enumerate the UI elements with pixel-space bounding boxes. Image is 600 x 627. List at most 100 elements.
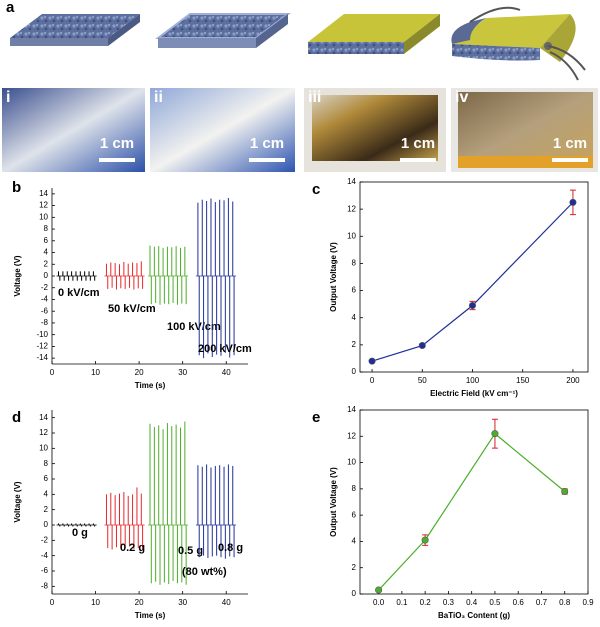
x-tick-label: 0	[50, 368, 55, 377]
x-tick-label: 0.9	[582, 598, 594, 607]
y-tick-label: 2	[44, 259, 49, 268]
y-tick-label: -8	[41, 581, 49, 590]
plot-frame	[359, 181, 589, 373]
x-tick-label: 0.0	[373, 598, 385, 607]
x-axis-label: Time (s)	[135, 381, 166, 390]
x-tick-label: 0	[370, 376, 375, 385]
photo-label: i	[6, 89, 10, 106]
x-tick-label: 0.4	[466, 598, 478, 607]
y-tick-label: 8	[44, 224, 49, 233]
y-tick-label: 12	[347, 204, 356, 213]
y-tick-label: 6	[44, 236, 49, 245]
y-axis-label: Voltage (V)	[13, 481, 22, 523]
y-tick-label: 0	[352, 367, 357, 376]
y-tick-label: -6	[41, 566, 49, 575]
y-tick-label: 12	[39, 428, 48, 437]
x-tick-label: 200	[566, 376, 580, 385]
y-tick-label: 14	[39, 189, 48, 198]
x-tick-label: 0.8	[559, 598, 571, 607]
y-tick-label: -6	[41, 306, 49, 315]
y-tick-label: -14	[36, 353, 48, 362]
photo-label: iii	[308, 89, 321, 106]
marker	[368, 357, 376, 365]
x-tick-label: 20	[135, 598, 144, 607]
panel-label: b	[12, 179, 21, 196]
x-tick-label: 50	[418, 376, 427, 385]
x-tick-label: 150	[516, 376, 530, 385]
y-tick-label: -12	[36, 342, 48, 351]
data-line	[378, 432, 566, 591]
scale-label: 1 cm	[100, 135, 134, 152]
y-tick-label: 0	[44, 520, 49, 529]
y-tick-label: 12	[39, 201, 48, 210]
photo-label: iv	[455, 89, 468, 106]
series-label: 100 kV/cm	[167, 321, 221, 333]
annotation: (80 wt%)	[182, 566, 227, 578]
series-label: 0 kV/cm	[58, 287, 100, 299]
scale-label: 1 cm	[401, 135, 435, 152]
series-label: 0 g	[72, 527, 88, 539]
y-tick-label: 0	[352, 589, 357, 598]
y-tick-label: 2	[44, 505, 49, 514]
y-tick-label: 4	[44, 248, 49, 257]
panel-label: c	[312, 181, 320, 198]
marker	[491, 430, 499, 438]
scale-label: 1 cm	[553, 135, 587, 152]
y-tick-label: 4	[44, 489, 49, 498]
x-tick-label: 0.5	[489, 598, 501, 607]
y-tick-label: 2	[352, 340, 357, 349]
y-tick-label: 4	[352, 537, 357, 546]
y-tick-label: 4	[352, 313, 357, 322]
y-tick-label: 10	[347, 231, 356, 240]
x-axis-label: BaTiO₃ Content (g)	[438, 611, 510, 620]
panel-label: e	[312, 409, 320, 426]
panel-label: a	[6, 0, 15, 16]
series-label: 0.2 g	[120, 542, 145, 554]
y-tick-label: -2	[41, 283, 49, 292]
series-label: 0.8 g	[218, 542, 243, 554]
x-tick-label: 100	[466, 376, 480, 385]
marker	[561, 487, 569, 495]
marker	[421, 536, 429, 544]
photo	[2, 88, 598, 172]
plot-frame	[359, 409, 589, 595]
y-tick-label: 8	[352, 259, 357, 268]
x-tick-label: 30	[178, 598, 187, 607]
x-tick-label: 10	[91, 598, 100, 607]
x-axis-label: Time (s)	[135, 611, 166, 620]
x-tick-label: 20	[135, 368, 144, 377]
x-tick-label: 30	[178, 368, 187, 377]
y-tick-label: 10	[39, 443, 48, 452]
panel-label: d	[12, 409, 21, 426]
y-axis-label: Voltage (V)	[13, 255, 22, 297]
y-tick-label: 6	[352, 286, 357, 295]
x-tick-label: 40	[222, 598, 231, 607]
x-tick-label: 0.2	[420, 598, 432, 607]
y-tick-label: 12	[347, 431, 356, 440]
y-tick-label: 10	[39, 212, 48, 221]
y-tick-label: 10	[347, 458, 356, 467]
x-tick-label: 0.3	[443, 598, 455, 607]
marker	[375, 586, 383, 594]
series-label: 50 kV/cm	[108, 303, 156, 315]
y-tick-label: -4	[41, 551, 49, 560]
y-tick-label: 14	[347, 405, 356, 414]
data-line	[371, 201, 574, 362]
y-axis-label: Output Voltage (V)	[329, 242, 338, 312]
x-tick-label: 0.1	[396, 598, 408, 607]
y-tick-label: -10	[36, 330, 48, 339]
y-tick-label: -8	[41, 318, 49, 327]
x-tick-label: 0.7	[536, 598, 548, 607]
illustration	[10, 6, 586, 81]
y-tick-label: 8	[44, 459, 49, 468]
x-axis-label: Electric Field (kV cm⁻¹)	[430, 389, 518, 398]
x-tick-label: 0.6	[513, 598, 525, 607]
y-tick-label: 6	[352, 510, 357, 519]
x-tick-label: 40	[222, 368, 231, 377]
series-label: 0.5 g	[178, 545, 203, 557]
scale-label: 1 cm	[250, 135, 284, 152]
photo-label: ii	[154, 89, 163, 106]
y-tick-label: 14	[39, 413, 48, 422]
y-tick-label: -4	[41, 295, 49, 304]
x-tick-label: 0	[50, 598, 55, 607]
